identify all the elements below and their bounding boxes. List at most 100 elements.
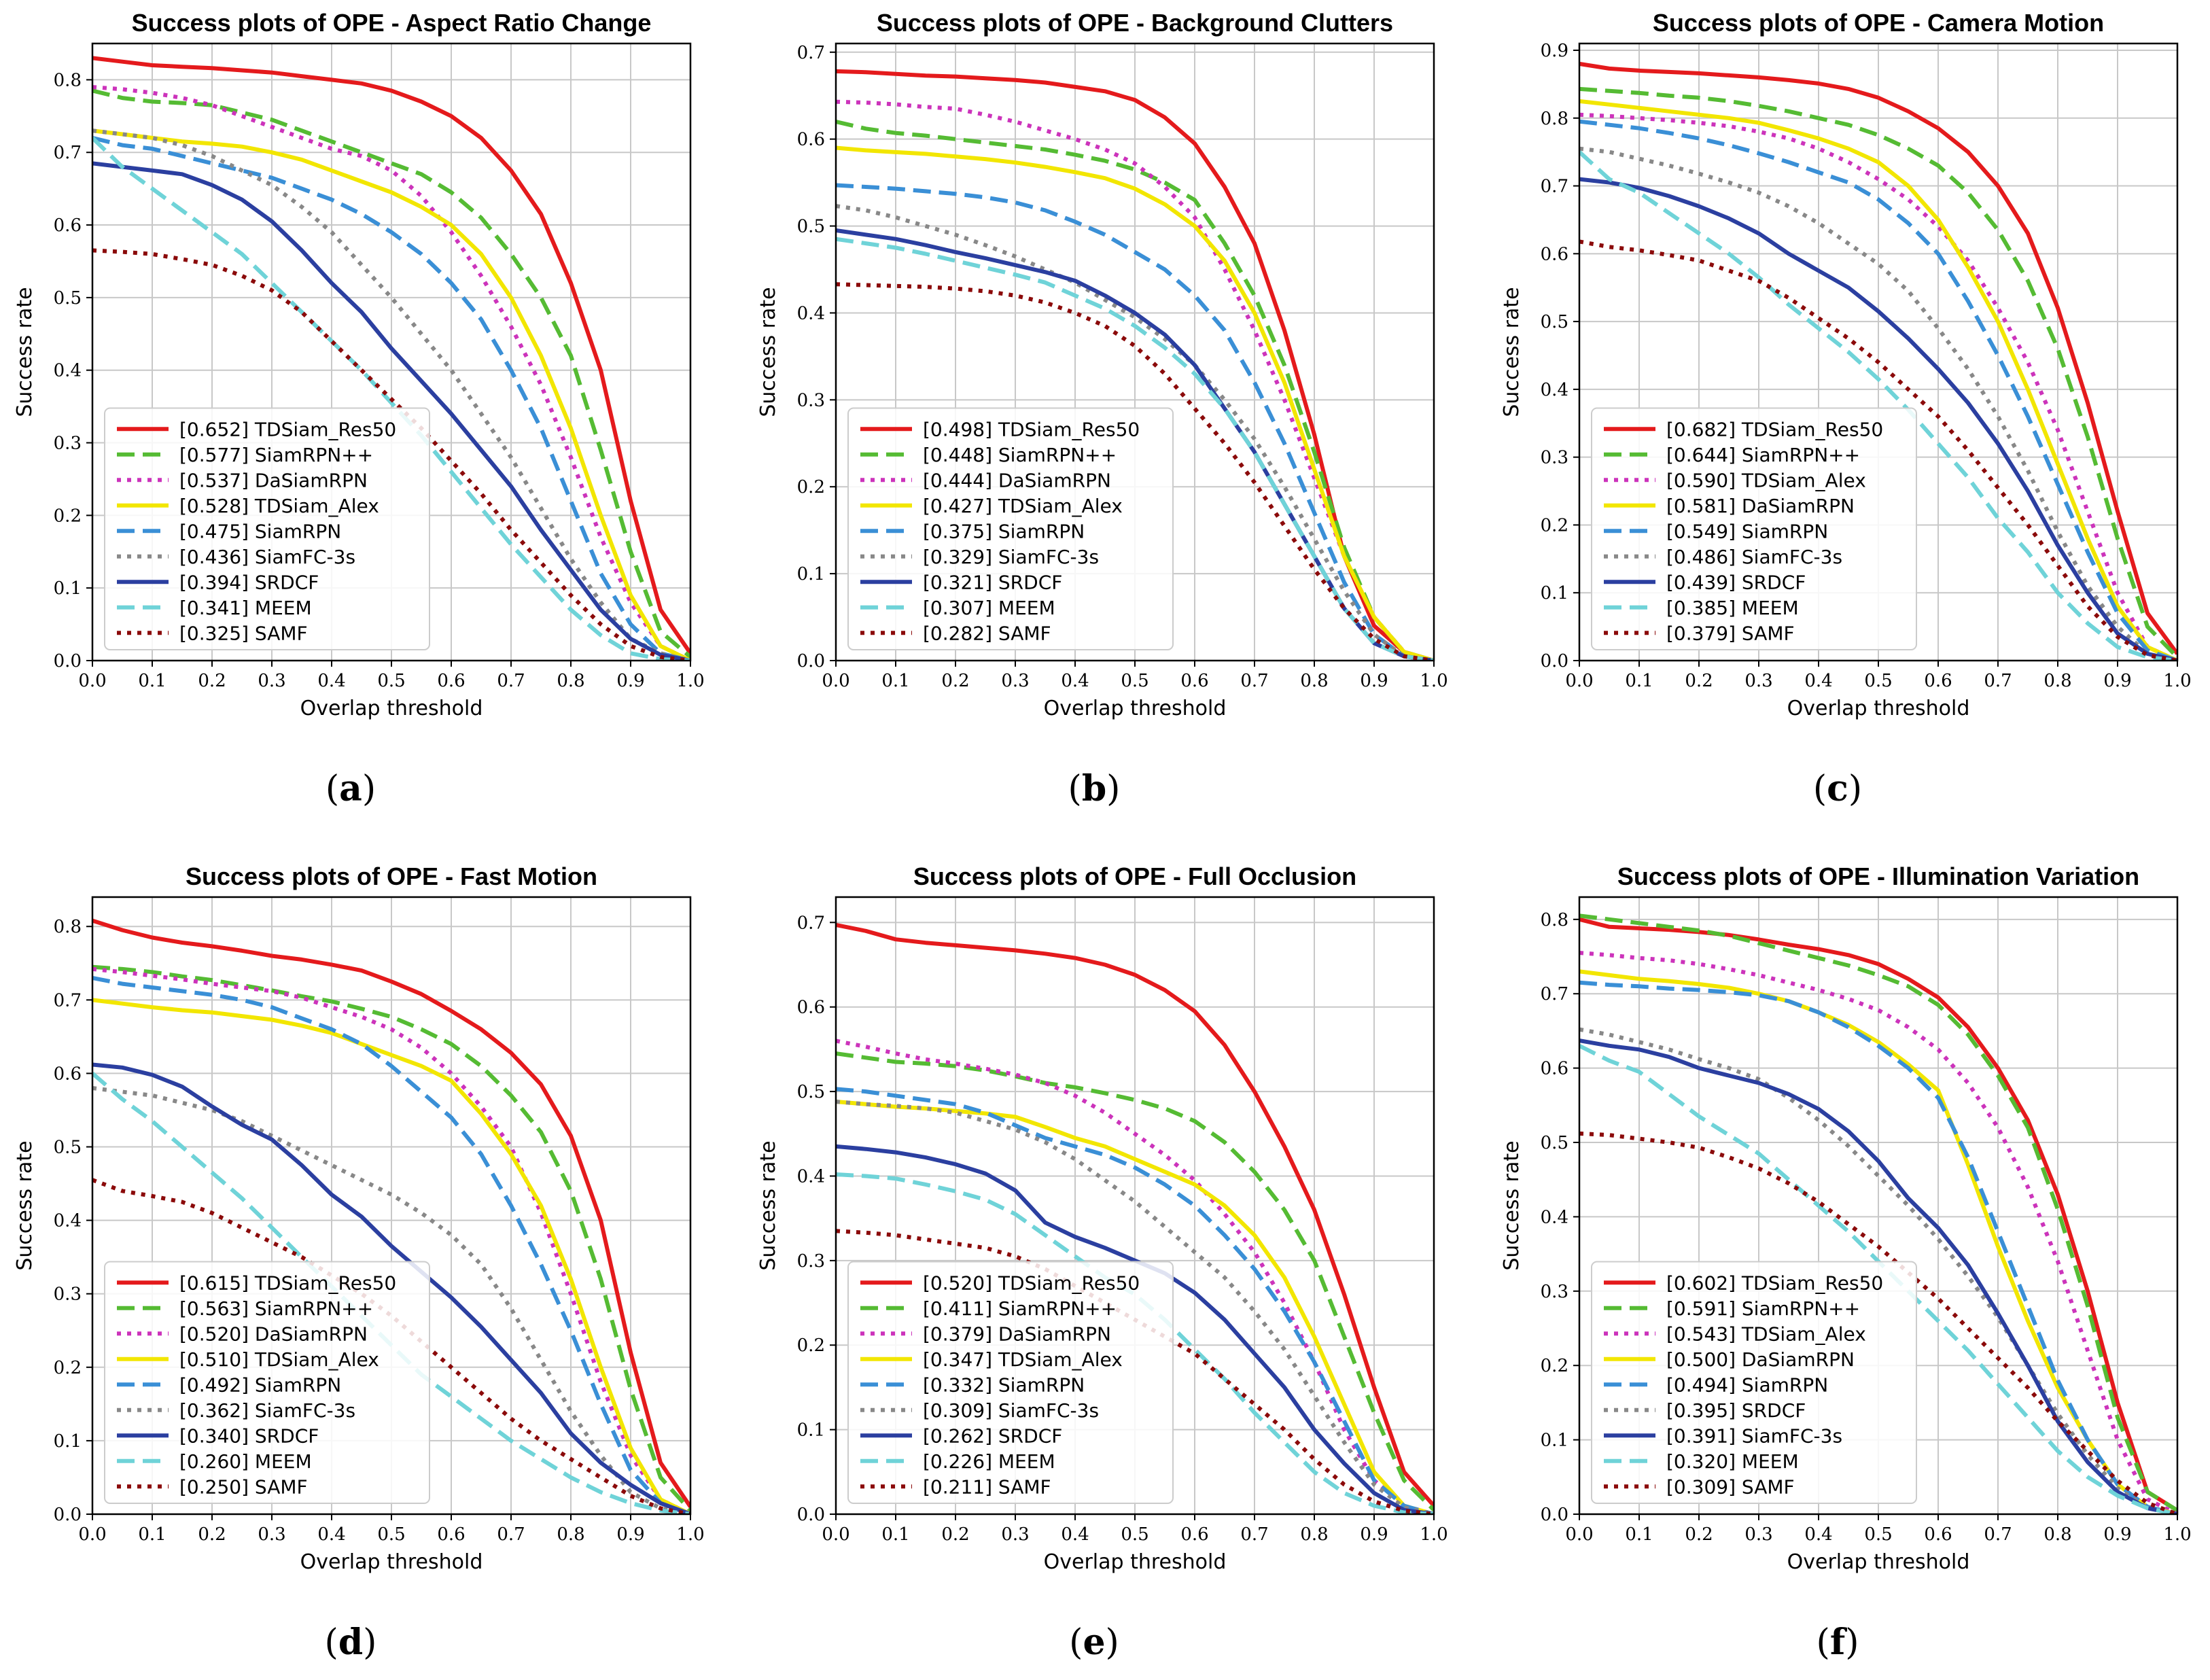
- series-line: [92, 56, 690, 654]
- panel-caption: (b): [1068, 768, 1121, 809]
- y-tick-label: 0.6: [1541, 244, 1568, 264]
- y-tick-label: 0.3: [1541, 1282, 1568, 1302]
- x-tick-label: 1.0: [2163, 671, 2191, 691]
- y-axis-label: Success rate: [1500, 287, 1524, 417]
- y-tick-label: 0.8: [54, 70, 82, 90]
- x-tick-label: 1.0: [2163, 1524, 2191, 1545]
- y-tick-label: 0.0: [54, 651, 82, 671]
- y-tick-label: 0.1: [1541, 583, 1568, 603]
- series-lines: [836, 69, 1434, 661]
- x-tick-label: 0.6: [437, 671, 465, 691]
- x-tick-label: 0.2: [198, 1524, 226, 1545]
- legend-entry: [0.379] DaSiamRPN: [923, 1323, 1111, 1345]
- series-line: [92, 128, 690, 661]
- legend-entry: [0.385] MEEM: [1666, 597, 1799, 619]
- x-tick-label: 1.0: [1420, 1524, 1448, 1545]
- chart-title: Success plots of OPE - Illumination Vari…: [1617, 862, 2139, 890]
- caption-close: ): [1106, 1622, 1119, 1663]
- legend-entry: [0.329] SiamFC-3s: [923, 546, 1099, 568]
- series-line: [1579, 177, 2177, 661]
- x-tick-label: 0.1: [138, 671, 166, 691]
- x-tick-label: 0.0: [822, 671, 849, 691]
- caption-letter: a: [339, 768, 362, 809]
- series-lines: [1579, 61, 2177, 661]
- y-tick-label: 0.7: [54, 990, 82, 1011]
- caption-open: (: [325, 1622, 338, 1663]
- y-tick-label: 0.3: [1541, 448, 1568, 468]
- y-axis-label: Success rate: [1500, 1140, 1524, 1270]
- plot-frame: [835, 896, 1435, 1516]
- caption-close: ): [1106, 769, 1120, 809]
- y-tick-label: 0.3: [54, 1284, 82, 1305]
- y-tick-label: 0.5: [1541, 1133, 1568, 1153]
- plot-frame: [1578, 42, 2179, 662]
- x-tick-label: 0.5: [1864, 1524, 1892, 1545]
- y-tick-label: 0.5: [54, 288, 82, 309]
- legend-entry: [0.262] SRDCF: [923, 1424, 1062, 1447]
- legend-entry: [0.577] SiamRPN++: [179, 444, 373, 466]
- x-axis-label: Overlap threshold: [1044, 1550, 1227, 1574]
- series-line: [1579, 239, 2177, 661]
- x-tick-label: 0.2: [941, 671, 969, 691]
- series-lines: [92, 56, 690, 661]
- legend-entry: [0.411] SiamRPN++: [923, 1297, 1117, 1320]
- series-line: [836, 1172, 1434, 1514]
- series-line: [92, 975, 690, 1514]
- x-tick-label: 0.6: [437, 1524, 465, 1545]
- x-tick-label: 0.2: [941, 1524, 969, 1545]
- x-tick-label: 0.3: [258, 671, 285, 691]
- caption-close: ): [363, 1622, 376, 1663]
- caption-close: ): [1848, 769, 1862, 809]
- series-line: [836, 237, 1434, 661]
- x-tick-label: 0.9: [2103, 1524, 2131, 1545]
- y-tick-label: 0.4: [54, 361, 82, 381]
- x-tick-label: 0.8: [557, 671, 584, 691]
- x-tick-label: 0.4: [317, 1524, 345, 1545]
- plot-frame: [91, 896, 692, 1516]
- legend-entry: [0.500] DaSiamRPN: [1666, 1348, 1855, 1371]
- chart-title: Success plots of OPE - Camera Motion: [1653, 9, 2104, 37]
- panel-d: Success plots of OPE - Fast Motion 0.0 0.1…: [13, 862, 705, 1663]
- chart-title: Success plots of OPE - Aspect Ratio Chan…: [132, 9, 652, 37]
- series-line: [92, 966, 690, 1514]
- chart-title: Success plots of OPE - Fast Motion: [186, 862, 597, 890]
- series-line: [836, 1100, 1434, 1514]
- x-axis-label: Overlap threshold: [300, 697, 483, 720]
- legend-entry: [0.652] TDSiam_Res50: [179, 418, 396, 440]
- y-tick-label: 0.2: [54, 506, 82, 526]
- plot-frame: [1578, 896, 2179, 1516]
- y-axis-label: Success rate: [13, 287, 37, 417]
- series-line: [1579, 980, 2177, 1514]
- legend-entry: [0.494] SiamRPN: [1666, 1373, 1828, 1396]
- legend-entry: [0.537] DaSiamRPN: [179, 469, 368, 491]
- legend-entry: [0.498] TDSiam_Res50: [923, 418, 1140, 440]
- y-tick-label: 0.0: [54, 1505, 82, 1525]
- series-line: [92, 998, 690, 1514]
- series-line: [1579, 1038, 2177, 1514]
- legend-entry: [0.615] TDSiam_Res50: [179, 1272, 396, 1294]
- x-tick-label: 0.4: [1804, 671, 1832, 691]
- x-tick-label: 0.3: [1001, 1524, 1029, 1545]
- y-tick-label: 0.5: [797, 217, 825, 237]
- x-tick-label: 0.0: [822, 1524, 849, 1545]
- legend-entry: [0.436] SiamFC-3s: [179, 546, 355, 568]
- series-lines: [1579, 913, 2177, 1514]
- y-tick-label: 0.9: [1541, 41, 1568, 61]
- x-tick-label: 0.8: [1300, 671, 1328, 691]
- series-line: [92, 1062, 690, 1514]
- x-tick-label: 0.9: [616, 1524, 644, 1545]
- legend-entry: [0.309] SAMF: [1666, 1475, 1795, 1498]
- panel-caption: (c): [1813, 768, 1862, 809]
- x-tick-label: 0.7: [1984, 671, 2012, 691]
- y-tick-label: 0.3: [797, 390, 825, 410]
- legend-entry: [0.590] TDSiam_Alex: [1666, 469, 1866, 491]
- legend-entry: [0.510] TDSiam_Alex: [179, 1348, 379, 1371]
- series-line: [92, 1178, 690, 1514]
- y-tick-label: 0.6: [797, 130, 825, 150]
- panel-e: Success plots of OPE - Full Occlusion 0.0…: [756, 862, 1448, 1663]
- caption-letter: b: [1082, 768, 1106, 809]
- x-tick-label: 0.1: [138, 1524, 166, 1545]
- legend-entry: [0.260] MEEM: [179, 1450, 312, 1473]
